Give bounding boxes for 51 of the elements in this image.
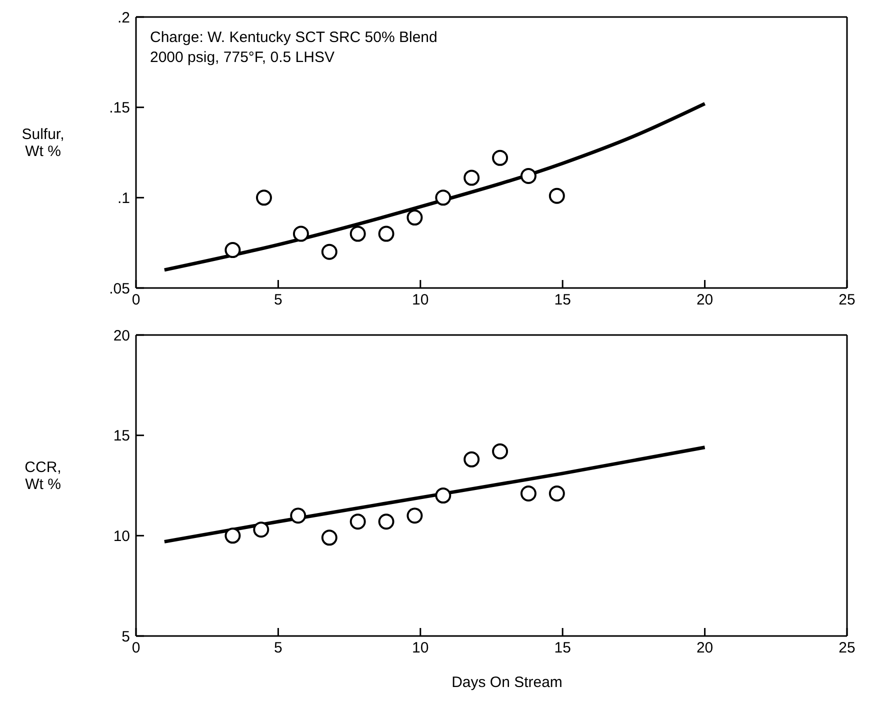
point: [435, 488, 452, 504]
point: [292, 226, 309, 242]
x-tick-label: 5: [274, 640, 282, 657]
x-tick-label: 20: [696, 640, 714, 657]
point: [492, 150, 508, 166]
point: [290, 508, 306, 524]
point: [520, 486, 536, 502]
x-tick-label: 0: [132, 292, 140, 309]
x-tick-label: 15: [554, 640, 571, 657]
point: [256, 190, 272, 206]
y-axis-title: CCR, Wt %: [24, 459, 62, 493]
point: [321, 244, 338, 260]
x-tick-label: 20: [696, 292, 714, 309]
y-tick-label: .05: [109, 280, 130, 298]
point: [435, 190, 452, 206]
point: [378, 514, 394, 530]
point: [548, 188, 565, 204]
point: [492, 443, 508, 460]
x-tick-label: 0: [132, 640, 140, 657]
x-tick-label: 15: [554, 292, 571, 309]
point: [464, 170, 480, 186]
point: [321, 530, 338, 546]
y-tick-label: .1: [117, 190, 130, 207]
y-tick-label: 5: [122, 628, 130, 646]
point: [548, 486, 565, 502]
y-tick-label: 15: [113, 428, 130, 445]
annotation: 2000 psig, 775°F, 0.5 LHSV: [150, 48, 336, 68]
y-tick-label: .15: [109, 100, 130, 117]
point: [464, 451, 480, 468]
point: [253, 522, 270, 538]
point: [224, 242, 241, 258]
x-tick-label: 10: [412, 640, 429, 657]
point: [350, 514, 366, 530]
point: [520, 168, 536, 184]
line-series: [162, 102, 707, 272]
point: [350, 226, 366, 242]
x-tick-label: 10: [412, 292, 429, 309]
x-tick-label: 25: [838, 292, 856, 309]
y-tick-label: 20: [113, 327, 130, 344]
line-series: [162, 446, 707, 544]
point: [406, 210, 423, 226]
y-tick-label: .2: [117, 9, 130, 26]
y-tick-label: 10: [113, 528, 130, 545]
point: [378, 226, 394, 242]
x-tick-label: 5: [274, 292, 282, 309]
x-axis-title: Days On Stream: [450, 674, 564, 691]
x-tick-label: 25: [838, 640, 856, 657]
point: [406, 508, 423, 524]
point: [224, 528, 241, 544]
y-axis-title: Sulfur, Wt %: [20, 126, 66, 160]
annotation: Charge: W. Kentucky SCT SRC 50% Blend: [150, 28, 438, 48]
